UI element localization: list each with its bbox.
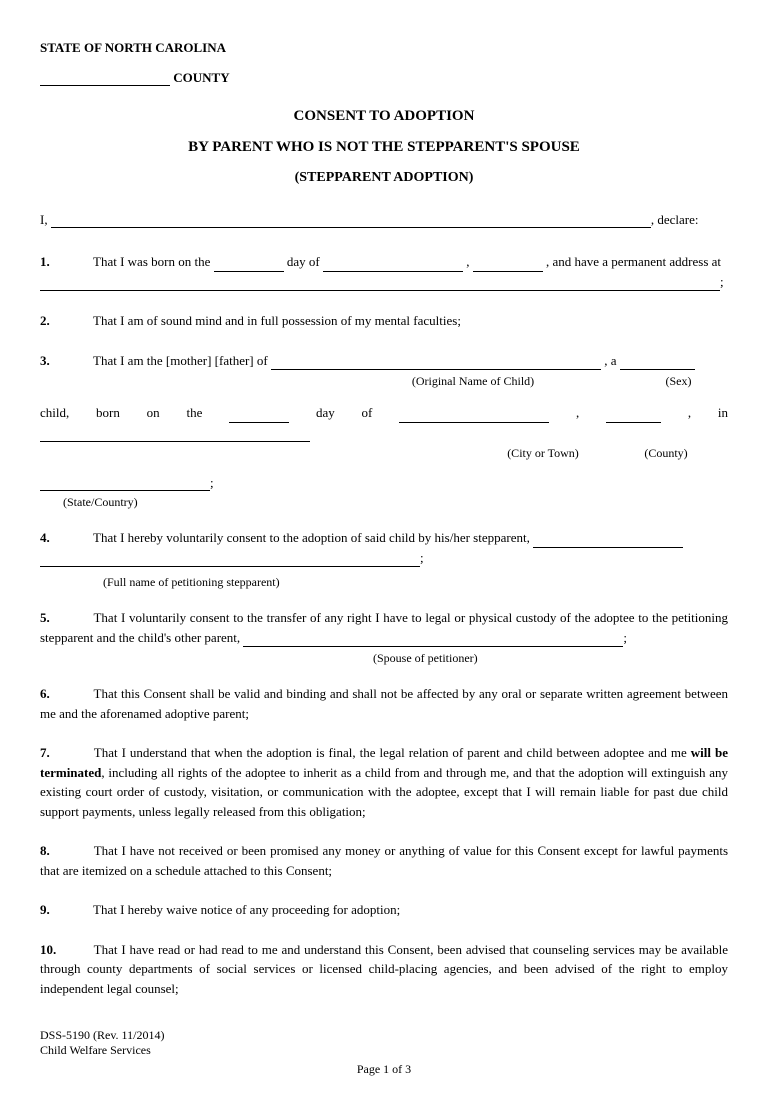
address-blank[interactable] xyxy=(40,290,720,291)
item-8-text: That I have not received or been promise… xyxy=(40,843,728,878)
item-5-text: That I voluntarily consent to the transf… xyxy=(40,610,728,645)
title-line-1: CONSENT TO ADOPTION xyxy=(40,108,728,125)
declare-line: I, , declare: xyxy=(40,212,728,228)
label-original-name: (Original Name of Child) xyxy=(313,374,633,389)
title-line-3: (STEPPARENT ADOPTION) xyxy=(40,170,728,186)
page-number: Page 1 of 3 xyxy=(40,1062,728,1077)
item-6-text: That this Consent shall be valid and bin… xyxy=(40,686,728,721)
child-born-year-blank[interactable] xyxy=(606,422,661,423)
born-year-blank[interactable] xyxy=(473,271,543,272)
born-day-blank[interactable] xyxy=(214,271,284,272)
child-name-blank[interactable] xyxy=(271,369,601,370)
item-3-sublabels-1: (Original Name of Child) (Sex) xyxy=(40,374,728,389)
item-6: 6. That this Consent shall be valid and … xyxy=(40,684,728,723)
label-petitioning-stepparent: (Full name of petitioning stepparent) xyxy=(103,575,280,589)
title-line-2: BY PARENT WHO IS NOT THE STEPPARENT'S SP… xyxy=(40,139,728,156)
label-city: (City or Town) xyxy=(473,446,613,461)
item-5: 5. That I voluntarily consent to the tra… xyxy=(40,608,728,647)
item-4-num: 4. xyxy=(40,528,90,548)
item-3-state: ; xyxy=(40,475,728,491)
county-label: COUNTY xyxy=(173,70,229,85)
item-2-text: That I am of sound mind and in full poss… xyxy=(93,313,461,328)
item-2: 2. That I am of sound mind and in full p… xyxy=(40,311,728,331)
item-3-born-b: day of xyxy=(316,405,399,420)
item-6-num: 6. xyxy=(40,684,90,704)
county-blank[interactable] xyxy=(40,85,170,86)
born-month-blank[interactable] xyxy=(323,271,463,272)
item-1-text-a: That I was born on the xyxy=(93,254,214,269)
label-sex: (Sex) xyxy=(636,374,721,389)
stepparent-name-blank-1[interactable] xyxy=(533,547,683,548)
item-7-text-a: That I understand that when the adoption… xyxy=(94,745,691,760)
item-9-text: That I hereby waive notice of any procee… xyxy=(93,902,400,917)
item-3-born-d: , in xyxy=(688,405,728,420)
child-born-day-blank[interactable] xyxy=(229,422,289,423)
state-country-blank[interactable] xyxy=(40,490,210,491)
child-born-place-blank[interactable] xyxy=(40,441,310,442)
child-sex-blank[interactable] xyxy=(620,369,695,370)
county-line: COUNTY xyxy=(40,70,728,86)
item-1-text-b: day of xyxy=(287,254,323,269)
declare-prefix: I, xyxy=(40,212,48,227)
item-9-num: 9. xyxy=(40,900,90,920)
item-3-born: child, born on the day of , , in xyxy=(40,403,728,442)
declare-suffix: , declare: xyxy=(651,212,699,227)
item-4-text: That I hereby voluntarily consent to the… xyxy=(93,530,533,545)
item-1-text-d: , and have a permanent address at xyxy=(546,254,721,269)
item-8-num: 8. xyxy=(40,841,90,861)
item-1-num: 1. xyxy=(40,252,90,272)
item-10: 10. That I have read or had read to me a… xyxy=(40,940,728,999)
item-9: 9. That I hereby waive notice of any pro… xyxy=(40,900,728,920)
stepparent-name-blank-2[interactable] xyxy=(40,566,420,567)
item-7-num: 7. xyxy=(40,743,90,763)
item-3-born-c: , xyxy=(576,405,606,420)
item-8: 8. That I have not received or been prom… xyxy=(40,841,728,880)
item-10-num: 10. xyxy=(40,940,90,960)
item-1: 1. That I was born on the day of , , and… xyxy=(40,252,728,291)
footer: DSS-5190 (Rev. 11/2014) Child Welfare Se… xyxy=(40,1028,728,1058)
child-born-month-blank[interactable] xyxy=(399,422,549,423)
item-1-text-c: , xyxy=(466,254,473,269)
item-5-sublabel: (Spouse of petitioner) xyxy=(40,651,728,666)
item-3-born-a: child, born on the xyxy=(40,405,229,420)
item-7-text-b: , including all rights of the adoptee to… xyxy=(40,765,728,819)
item-3-text-a: That I am the [mother] [father] of xyxy=(93,353,271,368)
spouse-name-blank[interactable] xyxy=(243,646,623,647)
declarant-name-blank[interactable] xyxy=(51,227,651,228)
item-3-text-b: , a xyxy=(604,353,620,368)
label-spouse: (Spouse of petitioner) xyxy=(373,651,478,665)
item-3: 3. That I am the [mother] [father] of , … xyxy=(40,351,728,371)
item-7: 7. That I understand that when the adopt… xyxy=(40,743,728,821)
item-4-sublabel: (Full name of petitioning stepparent) xyxy=(40,575,728,590)
item-3-sublabels-3: (State/Country) xyxy=(40,495,728,510)
item-3-num: 3. xyxy=(40,351,90,371)
item-10-text: That I have read or had read to me and u… xyxy=(40,942,728,996)
item-4: 4. That I hereby voluntarily consent to … xyxy=(40,528,728,567)
item-3-sublabels-2: (City or Town) (County) xyxy=(40,446,728,461)
dept: Child Welfare Services xyxy=(40,1043,728,1058)
label-county: (County) xyxy=(616,446,716,461)
item-2-num: 2. xyxy=(40,311,90,331)
item-5-num: 5. xyxy=(40,608,90,628)
state-header: STATE OF NORTH CAROLINA xyxy=(40,40,728,56)
form-id: DSS-5190 (Rev. 11/2014) xyxy=(40,1028,728,1043)
label-state-country: (State/Country) xyxy=(63,495,138,509)
